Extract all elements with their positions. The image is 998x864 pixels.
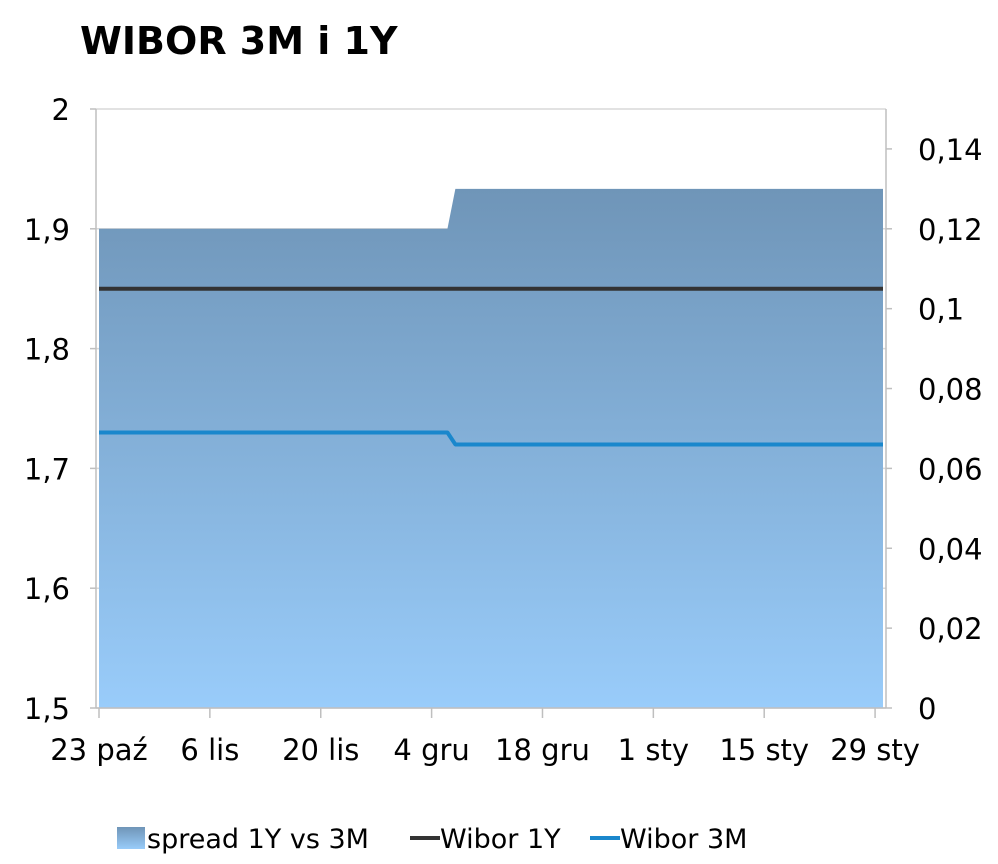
- legend: spread 1Y vs 3M Wibor 1Y Wibor 3M: [117, 824, 747, 855]
- left-tick-label: 1,6: [24, 572, 70, 606]
- wibor-3m-line: [99, 430, 883, 447]
- left-tick-label: 1,9: [24, 213, 70, 247]
- x-tick-label: 18 gru: [495, 733, 590, 767]
- legend-label-wibor-1y: Wibor 1Y: [440, 824, 561, 855]
- legend-swatch-spread: [117, 827, 145, 849]
- x-tick-label: 1 sty: [618, 733, 689, 767]
- series-lines: [99, 286, 883, 447]
- left-axis-ticks: 1,5 1,6 1,7 1,8 1,9 2: [24, 93, 96, 726]
- right-tick-label: 0,1: [918, 293, 964, 327]
- right-tick-label: 0,06: [918, 452, 983, 486]
- x-tick-label: 4 gru: [393, 733, 469, 767]
- x-tick-label: 23 paź: [50, 733, 148, 767]
- right-axis-ticks: 0 0,02 0,04 0,06 0,08 0,1 0,12 0,14: [886, 133, 983, 726]
- x-tick-label: 6 lis: [180, 733, 239, 767]
- right-tick-label: 0,04: [918, 532, 983, 566]
- axes: [95, 109, 887, 709]
- right-tick-label: 0: [918, 692, 936, 726]
- left-tick-label: 1,7: [24, 452, 70, 486]
- spread-area: [99, 188, 883, 708]
- right-tick-label: 0,12: [918, 213, 983, 247]
- chart-title: WIBOR 3M i 1Y: [80, 19, 398, 63]
- x-tick-label: 20 lis: [282, 733, 359, 767]
- x-axis-ticks: 23 paź 6 lis 20 lis 4 gru 18 gru 1 sty 15 sty 2…: [50, 708, 920, 767]
- legend-label-spread: spread 1Y vs 3M: [147, 824, 369, 855]
- x-tick-label: 15 sty: [719, 733, 809, 767]
- spread-area-layer: [99, 188, 883, 708]
- right-tick-label: 0,02: [918, 612, 983, 646]
- legend-label-wibor-3m: Wibor 3M: [620, 824, 747, 855]
- x-tick-label: 29 sty: [830, 733, 920, 767]
- right-tick-label: 0,14: [918, 133, 983, 167]
- left-tick-label: 1,5: [24, 692, 70, 726]
- left-tick-label: 2: [52, 93, 70, 127]
- left-tick-label: 1,8: [24, 333, 70, 367]
- right-tick-label: 0,08: [918, 373, 983, 407]
